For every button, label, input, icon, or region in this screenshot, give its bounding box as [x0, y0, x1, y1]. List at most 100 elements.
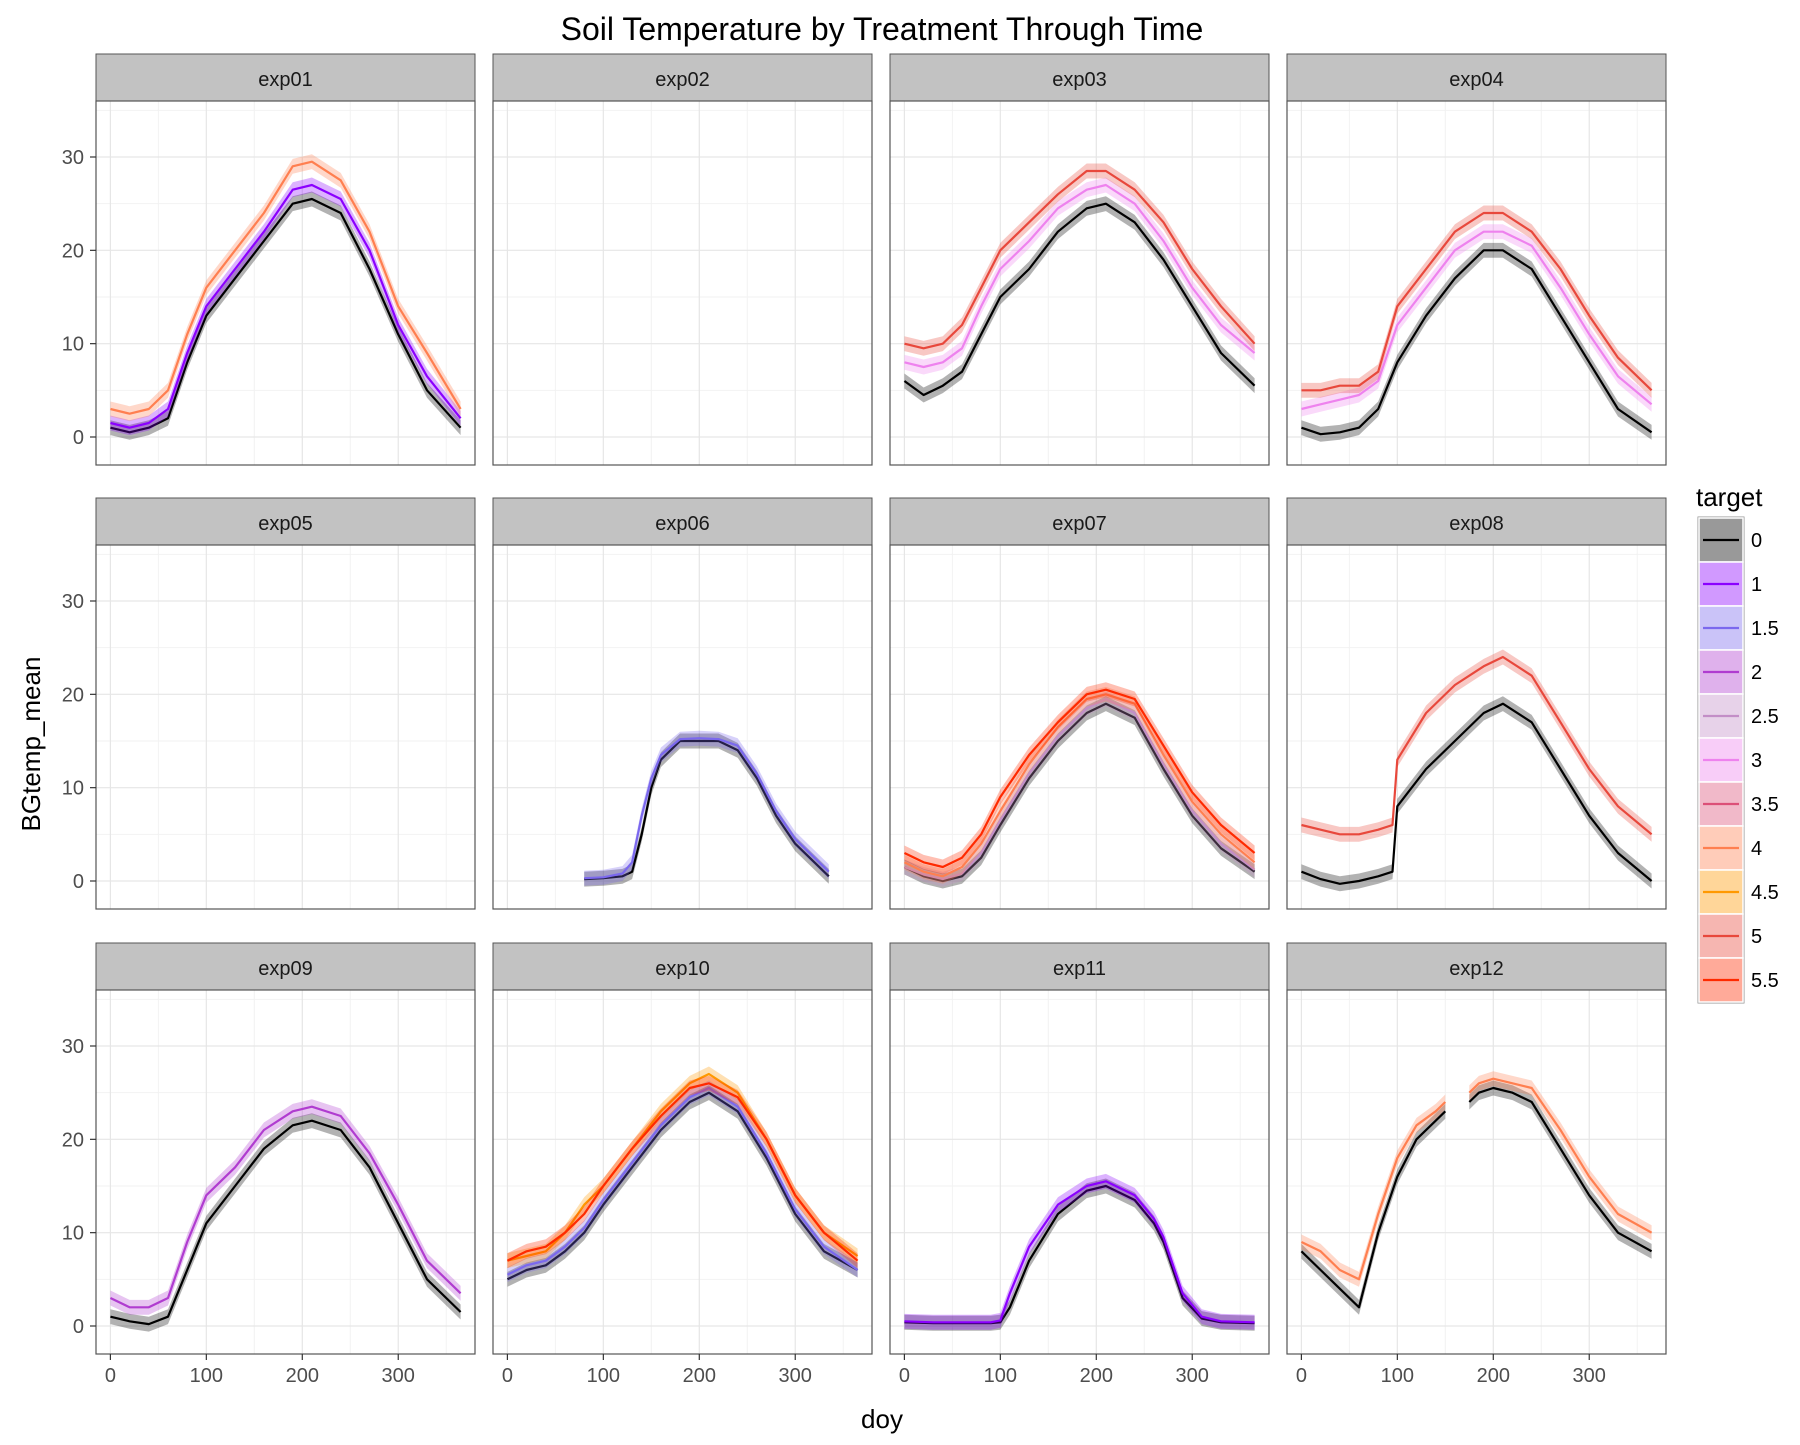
x-tick-label: 100 — [1381, 1365, 1414, 1387]
y-tick-label: 30 — [62, 147, 84, 169]
panel-border — [95, 989, 476, 1355]
series-line-0 — [584, 739, 830, 881]
y-tick-label: 10 — [62, 778, 84, 800]
facet-label: exp02 — [655, 69, 710, 91]
series-line-5.5 — [506, 1082, 859, 1262]
panel-background — [493, 545, 872, 909]
y-tick-label: 20 — [62, 1129, 84, 1151]
facet-label: exp06 — [655, 513, 710, 535]
panel-background — [890, 990, 1269, 1354]
series-line-0 — [903, 202, 1256, 397]
series-ribbon-0 — [1469, 1080, 1652, 1259]
y-tick-label: 10 — [62, 1223, 84, 1245]
panel-border — [492, 100, 873, 466]
y-tick-label: 10 — [62, 334, 84, 356]
series-ribbon-4 — [904, 686, 1255, 884]
facet-label: exp09 — [258, 958, 313, 980]
y-tick-label: 0 — [73, 871, 84, 893]
x-tick-label: 200 — [286, 1365, 319, 1387]
panel-border — [1286, 989, 1667, 1355]
series-line-2 — [109, 1105, 462, 1309]
facet-panel-exp07: exp07 — [889, 497, 1270, 910]
facet-strip — [95, 53, 476, 102]
series-ribbon-2 — [110, 1099, 461, 1315]
series-line-1 — [110, 183, 462, 429]
facet-label: exp12 — [1449, 958, 1504, 980]
x-tick-label: 0 — [1296, 1365, 1307, 1387]
panel-border — [889, 544, 1270, 910]
series-line-4 — [1300, 1101, 1447, 1281]
legend-label: 0 — [1751, 530, 1762, 552]
x-tick-label: 200 — [1477, 1365, 1510, 1387]
panel-background — [96, 101, 475, 465]
facet-strip — [95, 942, 476, 991]
x-tick-label: 100 — [190, 1365, 223, 1387]
panel-border — [95, 544, 476, 910]
panel-border — [492, 989, 873, 1355]
series-line-1.5 — [584, 737, 830, 880]
series-ribbon-1 — [904, 1173, 1255, 1330]
y-tick-label: 30 — [62, 1036, 84, 1058]
facet-strip — [889, 942, 1270, 991]
facet-strip — [95, 497, 476, 546]
x-tick-label: 0 — [502, 1365, 513, 1387]
facet-panel-exp03: exp03 — [889, 53, 1270, 466]
facet-strip — [889, 53, 1270, 102]
panel-background — [1287, 990, 1666, 1354]
series-line-5.5 — [903, 688, 1256, 869]
x-tick-label: 100 — [984, 1365, 1017, 1387]
y-tick-label: 0 — [73, 427, 84, 449]
series-ribbon-5 — [904, 163, 1255, 356]
facet-strip — [492, 53, 873, 102]
series-line-3 — [1301, 230, 1653, 411]
facet-label: exp05 — [258, 513, 313, 535]
x-tick-label: 0 — [105, 1365, 116, 1387]
facet-label: exp01 — [258, 69, 313, 91]
legend: target 0 1 1.5 2 2.5 3 3.5 4 4.5 5 5.5 — [1696, 482, 1779, 1004]
series-ribbon-0 — [904, 196, 1255, 403]
x-tick-label: 300 — [1573, 1365, 1606, 1387]
panel-border — [1286, 100, 1667, 466]
chart-title: Soil Temperature by Treatment Through Ti… — [561, 11, 1204, 47]
legend-label: 3.5 — [1751, 794, 1779, 816]
panel-background — [1287, 101, 1666, 465]
series-line-4 — [1468, 1077, 1653, 1234]
x-tick-label: 200 — [683, 1365, 716, 1387]
facet-panel-exp12: exp12 0 100 200 300 — [1286, 942, 1667, 1387]
legend-key-frame — [1697, 516, 1745, 1004]
series-line-0 — [110, 197, 462, 434]
series-ribbon-5.5 — [507, 1075, 858, 1269]
legend-label: 2.5 — [1751, 706, 1779, 728]
x-tick-label: 300 — [779, 1365, 812, 1387]
series-line-0 — [1301, 702, 1653, 885]
x-tick-label: 300 — [1176, 1365, 1209, 1387]
panel-background — [493, 101, 872, 465]
facet-label: exp03 — [1052, 69, 1107, 91]
panel-border — [492, 544, 873, 910]
series-ribbon-0 — [1301, 1103, 1446, 1315]
y-tick-label: 0 — [73, 1316, 84, 1338]
y-tick-label: 20 — [62, 240, 84, 262]
panel-border — [889, 989, 1270, 1355]
facet-panel-exp04: exp04 — [1286, 53, 1667, 466]
legend-label: 1 — [1751, 574, 1762, 596]
legend-label: 5.5 — [1751, 970, 1779, 992]
facet-panel-exp06: exp06 — [492, 497, 873, 910]
series-line-4 — [903, 693, 1256, 878]
series-line-1 — [904, 1180, 1255, 1324]
legend-label: 5 — [1751, 926, 1762, 948]
series-line-0 — [1300, 1110, 1447, 1309]
legend-label: 3 — [1751, 750, 1762, 772]
panel-background — [493, 990, 872, 1354]
series-ribbon-1.5 — [584, 730, 829, 886]
series-ribbon-2.5 — [904, 691, 1255, 887]
legend-label: 1.5 — [1751, 618, 1779, 640]
facet-panel-exp10: exp10 0 100 200 300 — [492, 942, 873, 1387]
facet-label: exp04 — [1449, 69, 1504, 91]
series-ribbon-0 — [110, 1113, 461, 1332]
series-line-0 — [903, 702, 1256, 883]
series-ribbon-4 — [1301, 1094, 1446, 1287]
